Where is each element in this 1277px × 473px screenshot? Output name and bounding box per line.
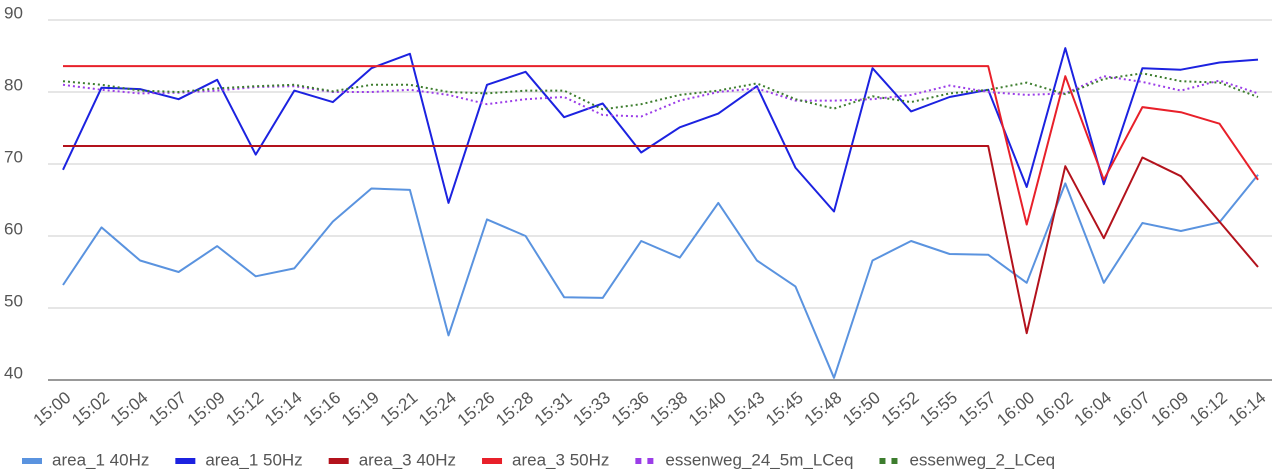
x-tick-label: 16:07 [1109, 388, 1154, 430]
legend-marker [482, 458, 503, 464]
y-tick-label: 80 [4, 75, 23, 94]
x-tick-label: 16:00 [993, 388, 1038, 430]
x-tick-label: 15:48 [801, 388, 846, 430]
legend-label: area_3 50Hz [512, 450, 609, 469]
x-tick-label: 15:57 [955, 388, 1000, 430]
legend-label: area_1 50Hz [205, 450, 302, 469]
legend-marker [647, 458, 654, 464]
series-line [62, 75, 1259, 118]
series-line [63, 145, 1259, 335]
x-tick-label: 15:14 [261, 388, 306, 430]
legend-label: area_3 40Hz [359, 450, 456, 469]
x-tick-label: 15:19 [338, 388, 383, 430]
x-tick-label: 15:40 [685, 388, 730, 430]
x-tick-label: 15:16 [299, 388, 344, 430]
y-tick-label: 50 [4, 291, 23, 310]
x-tick-label: 15:12 [222, 388, 267, 430]
series-line [63, 65, 1259, 226]
legend-label: area_1 40Hz [52, 450, 149, 469]
legend-marker [22, 458, 42, 464]
x-tick-label: 15:31 [531, 388, 576, 430]
x-tick-label: 15:02 [68, 388, 113, 430]
x-tick-label: 15:09 [184, 388, 229, 430]
x-tick-label: 15:52 [878, 388, 923, 430]
y-tick-label: 40 [4, 363, 23, 382]
x-tick-label: 15:55 [916, 388, 961, 430]
x-tick-label: 15:00 [30, 388, 75, 430]
series-line [62, 72, 1259, 111]
y-tick-label: 90 [4, 3, 23, 22]
legend-marker [879, 458, 886, 464]
x-tick-label: 15:36 [608, 388, 653, 430]
legend-marker [891, 458, 898, 464]
series-line [62, 174, 1259, 379]
x-tick-label: 15:07 [145, 388, 190, 430]
x-tick-label: 15:45 [762, 388, 807, 430]
x-tick-label: 16:12 [1186, 388, 1231, 430]
x-tick-label: 16:04 [1070, 388, 1115, 430]
x-tick-label: 16:09 [1148, 388, 1193, 430]
legend-label: essenweg_2_LCeq [909, 450, 1055, 469]
x-tick-label: 15:26 [454, 388, 499, 430]
x-tick-label: 15:04 [107, 388, 152, 430]
legend-marker [175, 458, 196, 464]
series-line [62, 47, 1259, 213]
x-tick-label: 15:33 [569, 388, 614, 430]
x-tick-label: 15:21 [377, 388, 422, 430]
legend-label: essenweg_24_5m_LCeq [665, 450, 853, 469]
legend-marker [328, 458, 349, 464]
x-tick-label: 15:28 [492, 388, 537, 430]
legend-marker [635, 458, 642, 464]
x-tick-label: 15:24 [415, 388, 460, 430]
x-tick-label: 15:43 [724, 388, 769, 430]
x-tick-label: 15:50 [839, 388, 884, 430]
y-tick-label: 70 [4, 147, 23, 166]
x-tick-label: 16:14 [1225, 388, 1270, 430]
y-tick-label: 60 [4, 219, 23, 238]
x-tick-label: 15:38 [646, 388, 691, 430]
x-tick-label: 16:02 [1032, 388, 1077, 430]
